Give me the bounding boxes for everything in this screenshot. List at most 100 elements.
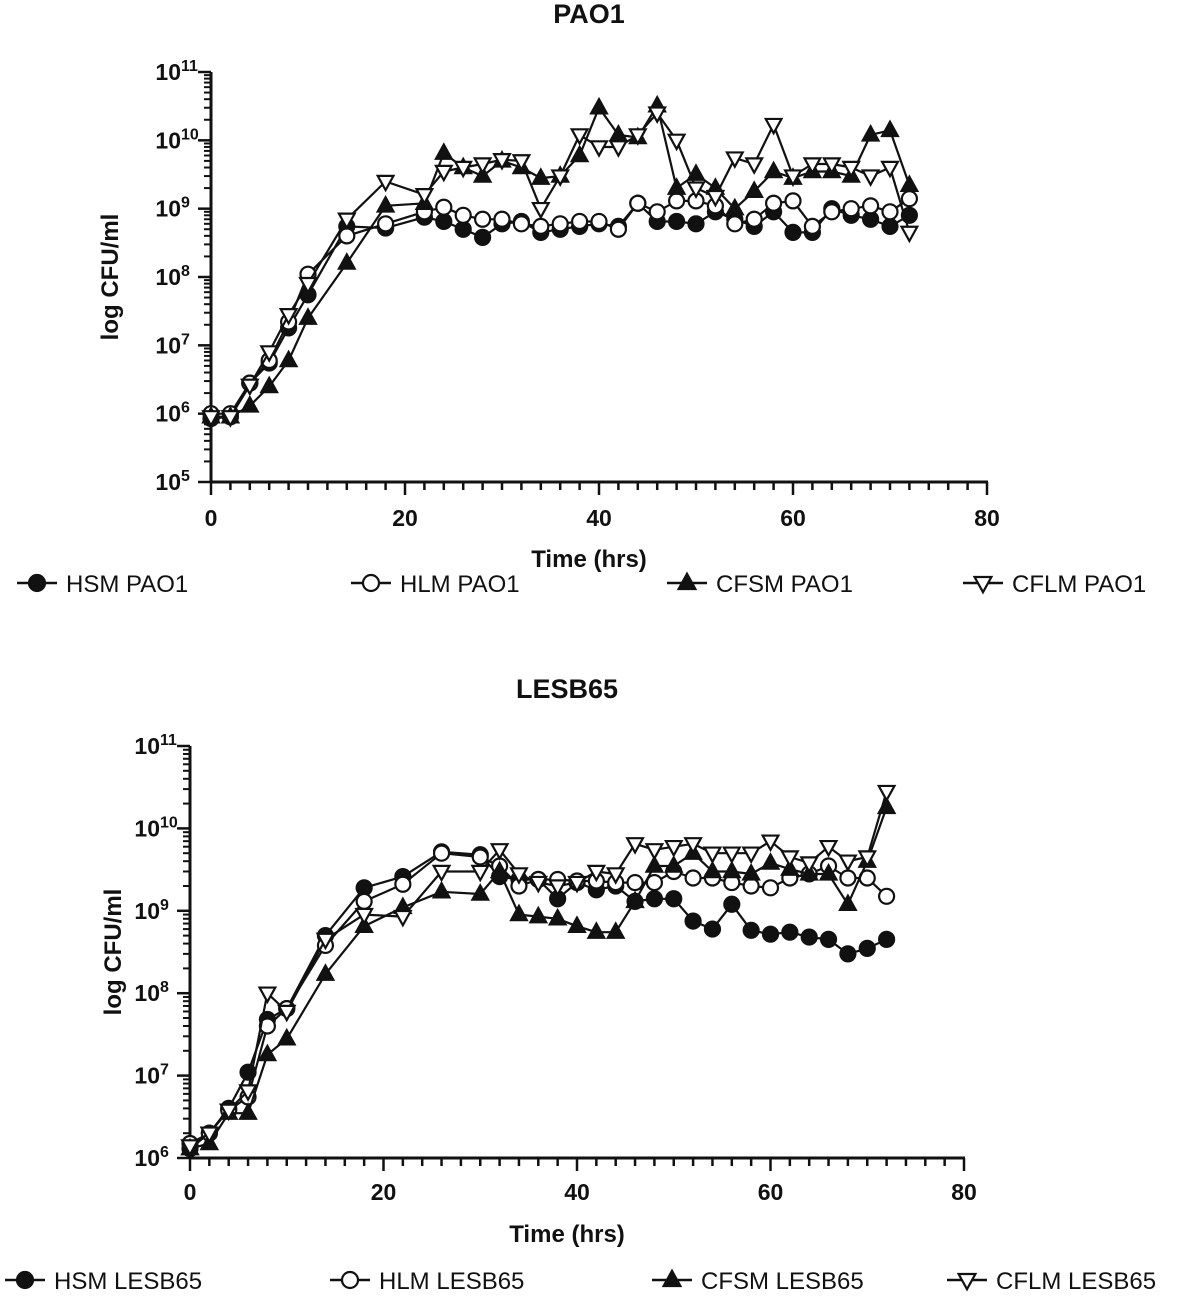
data-point [453, 160, 473, 179]
legend-label: HLM LESB65 [379, 1268, 524, 1293]
data-point [838, 854, 858, 873]
legend-marker [676, 571, 698, 591]
series-1 [202, 190, 919, 423]
legend-marker [972, 575, 994, 595]
data-point [569, 128, 590, 146]
legend-label: HLM PAO1 [400, 571, 520, 598]
legend-marker [361, 573, 381, 593]
data-point [857, 850, 877, 868]
legend-label: CFSM PAO1 [716, 571, 853, 598]
x-tick-label: 0 [205, 505, 218, 531]
series-3 [180, 784, 897, 1157]
data-point [703, 920, 722, 938]
data-point [841, 160, 861, 179]
data-point [471, 848, 489, 866]
data-point [900, 190, 919, 208]
y-tick-label: 10 [134, 815, 160, 841]
data-point [800, 928, 818, 946]
legend-label: CFLM LESB65 [996, 1268, 1156, 1293]
data-point [723, 895, 741, 913]
data-point [880, 119, 900, 138]
data-point [298, 276, 318, 295]
data-point [551, 215, 569, 233]
x-tick-label: 20 [371, 1179, 397, 1205]
data-point [375, 194, 396, 213]
data-point [454, 220, 472, 238]
data-point [512, 215, 531, 233]
series-line [211, 104, 911, 418]
data-point [666, 133, 687, 152]
data-point [434, 164, 454, 183]
data-point [684, 912, 702, 930]
data-point [569, 144, 590, 163]
y-tick-label: 10 [155, 401, 181, 427]
data-point [742, 921, 760, 939]
series-line [189, 791, 888, 1147]
data-point [238, 1102, 258, 1120]
legend-item: HSM PAO1 [17, 571, 188, 598]
data-point [586, 921, 607, 939]
data-point [741, 863, 761, 881]
y-tick-exponent: 7 [160, 1062, 169, 1079]
y-tick-label: 10 [134, 733, 160, 759]
data-point [881, 203, 899, 221]
data-point [842, 200, 860, 218]
data-point [745, 210, 763, 228]
data-point [760, 852, 781, 870]
data-point [511, 154, 532, 172]
legend-marker [27, 573, 47, 593]
y-tick-exponent: 11 [160, 732, 177, 749]
data-point [474, 210, 492, 228]
data-point [470, 883, 490, 901]
y-tick-exponent: 8 [160, 979, 169, 996]
data-point [567, 915, 587, 933]
data-point [355, 892, 373, 911]
data-point [780, 850, 800, 868]
x-axis-label: Time (hrs) [531, 546, 647, 573]
data-point [532, 217, 550, 236]
data-point [375, 174, 396, 193]
data-point [474, 228, 492, 246]
data-point [839, 945, 857, 963]
data-point [899, 174, 920, 192]
data-point [799, 856, 819, 874]
y-axis-label: log CFU/ml [100, 889, 127, 1016]
legend-label: CFSM LESB65 [701, 1268, 864, 1293]
data-point [784, 192, 802, 210]
data-point [259, 375, 279, 394]
x-tick-label: 80 [974, 505, 1000, 531]
data-point [432, 844, 451, 862]
y-axis-label: log CFU/ml [97, 214, 124, 341]
data-point [665, 890, 683, 908]
data-point [819, 930, 838, 948]
data-point [802, 157, 823, 175]
data-point [337, 252, 357, 270]
data-point [238, 1084, 258, 1102]
x-tick-label: 80 [951, 1179, 977, 1205]
data-point [722, 860, 742, 879]
data-point [684, 869, 702, 887]
data-point [531, 201, 551, 220]
data-point [877, 887, 896, 905]
legend-marker [15, 1270, 35, 1290]
data-point [609, 220, 628, 238]
legend-item: CFSM LESB65 [652, 1268, 864, 1295]
legend-label: CFLM PAO1 [1012, 571, 1146, 598]
data-point [687, 215, 705, 233]
data-point [877, 930, 896, 948]
y-tick-exponent: 9 [160, 897, 169, 914]
legend-marker [661, 1268, 683, 1288]
data-point [605, 921, 626, 939]
data-point [567, 875, 587, 894]
data-point [822, 157, 842, 175]
data-point [605, 867, 626, 885]
y-tick-exponent: 10 [160, 814, 178, 831]
data-point [315, 932, 336, 951]
x-tick-label: 40 [564, 1179, 590, 1205]
data-point [509, 867, 529, 885]
data-point [722, 846, 742, 865]
data-point [589, 140, 609, 158]
legend-item: CFLM PAO1 [963, 571, 1146, 598]
data-point [470, 864, 490, 883]
